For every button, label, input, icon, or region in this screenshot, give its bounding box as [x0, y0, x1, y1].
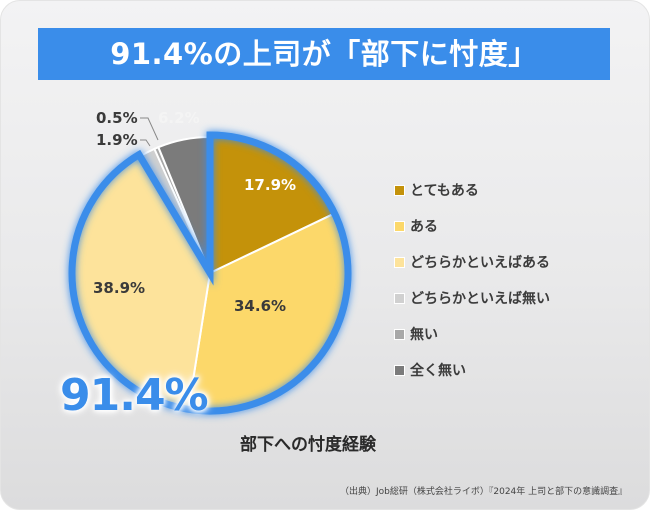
legend-item-nai: 無い	[394, 324, 438, 344]
highlight-total: 91.4%	[60, 370, 209, 421]
legend-label: ある	[410, 219, 438, 235]
legend-label: 全く無い	[410, 363, 466, 379]
leader-line-1-9	[140, 139, 151, 147]
slice-label-dochiraka-nai: 1.9%	[96, 131, 138, 149]
highlight-outline	[68, 131, 352, 415]
slice-label-dochiraka-aru: 38.9%	[93, 279, 146, 297]
slice-label-aru: 34.6%	[234, 297, 287, 315]
legend-label: どちらかといえばある	[410, 255, 550, 271]
slice-label-nai: 0.5%	[96, 109, 138, 127]
legend-swatch	[394, 256, 405, 268]
leader-line-0-5	[140, 117, 159, 141]
legend-item-dochiraka-nai: どちらかといえば無い	[394, 288, 550, 308]
legend-swatch	[394, 292, 405, 304]
legend-label: とてもある	[410, 183, 479, 199]
legend-item-mattaku-nai: 全く無い	[394, 360, 466, 380]
legend-label: どちらかといえば無い	[410, 291, 550, 307]
legend-item-aru: ある	[394, 216, 438, 236]
legend-label: 無い	[410, 327, 438, 343]
legend-swatch	[394, 184, 405, 196]
legend-swatch	[394, 328, 405, 340]
legend-item-totemo-aru: とてもある	[394, 180, 479, 200]
slice-label-mattaku-nai: 6.2%	[158, 109, 200, 127]
headline-banner: 91.4%の上司が「部下に忖度」	[38, 28, 610, 80]
chart-title: 部下への忖度経験	[240, 435, 376, 455]
legend-swatch	[394, 364, 405, 376]
source-citation: （出典）Job総研（株式会社ライボ）『2024年 上司と部下の意識調査』	[340, 487, 628, 497]
slice-label-totemo-aru: 17.9%	[244, 176, 297, 194]
legend-swatch	[394, 220, 405, 232]
legend-item-dochiraka-aru: どちらかといえばある	[394, 252, 550, 272]
